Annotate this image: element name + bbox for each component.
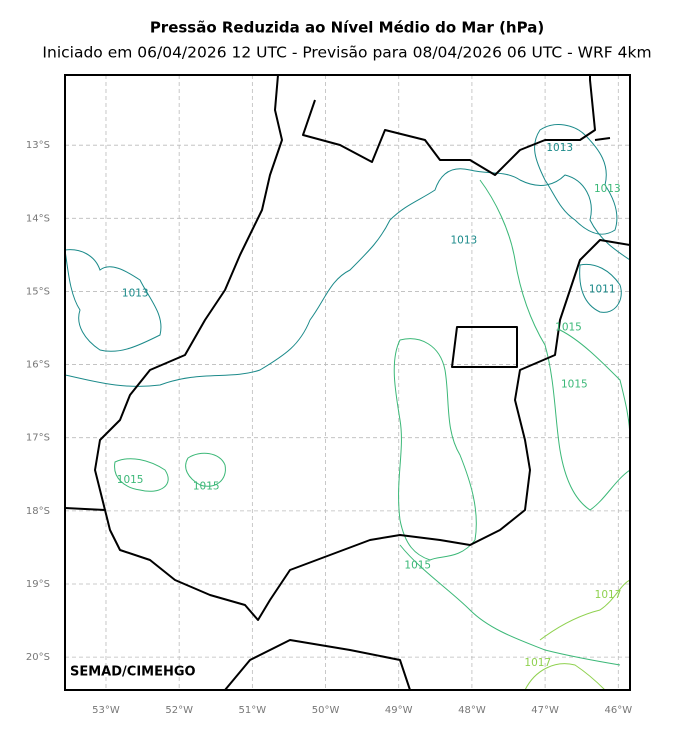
contour-label: 1011 <box>589 283 616 295</box>
contour-labels: 1013 1013 1013 1013 1011 1015 1015 1015 1015 1015… <box>117 142 622 669</box>
df-border <box>451 326 518 368</box>
x-tick-label: 53°W <box>92 705 120 716</box>
watermark: SEMAD/CIMEHGO <box>70 665 196 680</box>
contour-label: 1017 <box>595 589 622 601</box>
x-tick-label: 49°W <box>385 705 413 716</box>
contour-label: 1015 <box>555 321 582 333</box>
isobar <box>579 263 622 313</box>
isobar <box>65 249 162 352</box>
y-tick-label: 16°S <box>26 360 50 371</box>
isobar <box>65 168 630 387</box>
x-tick-label: 50°W <box>312 705 340 716</box>
isobar <box>479 179 630 511</box>
y-tick-label: 15°S <box>26 286 50 297</box>
y-tick-label: 18°S <box>26 506 50 517</box>
y-tick-label: 19°S <box>26 579 50 590</box>
x-tick-label: 46°W <box>604 705 632 716</box>
contour-label: 1013 <box>122 288 149 300</box>
map-frame <box>64 74 631 691</box>
contour-label: 1013 <box>594 183 621 195</box>
state-border <box>302 75 611 176</box>
contour-label: 1015 <box>193 481 220 493</box>
state-border <box>224 639 411 690</box>
isobar <box>185 452 226 487</box>
isobar <box>559 329 630 441</box>
y-tick-label: 17°S <box>26 433 50 444</box>
state-border <box>65 75 630 621</box>
contour-label: 1013 <box>450 234 477 246</box>
x-tick-label: 52°W <box>165 705 193 716</box>
map-layers: 1013 1013 1013 1013 1011 1015 1015 1015 1015 1015… <box>65 75 630 690</box>
subtitle: Iniciado em 06/04/2026 12 UTC - Previsão… <box>42 44 651 62</box>
title: Pressão Reduzida ao Nível Médio do Mar (… <box>150 19 544 37</box>
x-tick-label: 48°W <box>458 705 486 716</box>
contour-label: 1015 <box>117 474 144 486</box>
contour-label: 1015 <box>561 378 588 390</box>
y-tick-label: 20°S <box>26 652 50 663</box>
isobar <box>393 338 477 561</box>
contour-label: 1017 <box>524 657 551 669</box>
grid <box>65 75 630 690</box>
isobar <box>114 458 169 492</box>
y-tick-label: 13°S <box>26 140 50 151</box>
y-tick-label: 14°S <box>26 213 50 224</box>
contour-label: 1013 <box>546 142 573 154</box>
x-tick-label: 51°W <box>239 705 267 716</box>
x-tick-label: 47°W <box>531 705 559 716</box>
isobar <box>524 579 630 690</box>
isobar <box>534 124 618 235</box>
contour-label: 1015 <box>404 560 431 572</box>
isobar <box>399 544 621 666</box>
